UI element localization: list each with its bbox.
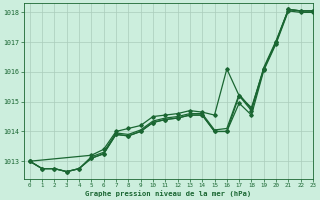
X-axis label: Graphe pression niveau de la mer (hPa): Graphe pression niveau de la mer (hPa) bbox=[85, 190, 252, 197]
